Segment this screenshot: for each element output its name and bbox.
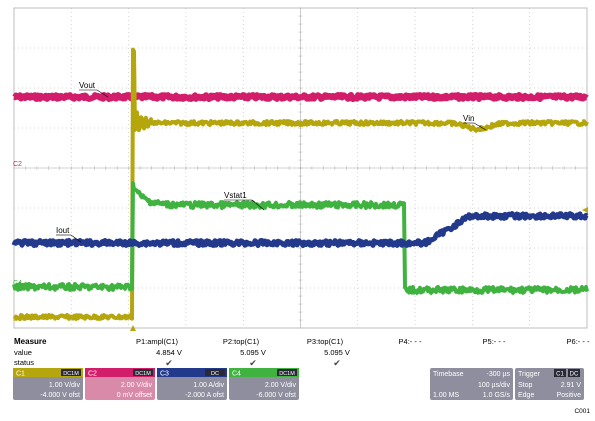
channel-scale: 2.00 V/div [265,382,297,389]
channel-id: C2 [88,371,97,378]
measure-value-label: value [14,348,32,357]
measure-param-5: P5:- - - [483,337,506,346]
waveform-label-vin: Vin [463,114,487,131]
graticule [13,7,588,329]
trigger-level-marker [582,207,588,213]
channel-marker-c3: C3 [13,240,22,247]
measure-param-1: P1:ampl(C1) 4.854 V✔ [136,337,182,368]
measure-param-6: P6:- - - [567,337,590,346]
channel-scale: 1.00 A/div [193,382,224,389]
measure-header: Measure [14,337,47,346]
measure-param-name: P5:- - - [483,337,506,346]
measure-status-label: status [14,358,34,367]
channel-box-c1[interactable]: C1 DC1M 1.00 V/div -4.000 V ofst [13,368,83,400]
figure-id: C001 [574,408,590,415]
channel-offset: 0 mV offset [117,392,152,399]
svg-text:Vstat1: Vstat1 [224,191,247,200]
svg-text:Positive: Positive [556,392,581,399]
svg-text:Vin: Vin [463,114,474,123]
trace-ch2-vout [12,92,589,102]
measure-param-value: 5.095 V [240,348,266,357]
svg-text:1.00 MS: 1.00 MS [433,392,459,399]
channel-marker-c1: C1 [13,316,22,323]
measure-param-status: ✔ [165,358,173,368]
waveform-label-vout: Vout [79,81,109,98]
channel-marker-c4: C4 [13,280,22,287]
channel-id: C1 [16,371,25,378]
channel-coupling: DC [211,371,219,377]
measure-param-value: 5.095 V [324,348,350,357]
waveform-label-vstat: Vstat1 [224,191,265,211]
trigger-source: C1 [556,372,564,378]
svg-text:2.91 V: 2.91 V [561,382,582,389]
measure-param-3: P3:top(C1) 5.095 V✔ [307,337,350,368]
measure-param-name: P6:- - - [567,337,590,346]
channel-coupling: DC1M [279,371,295,377]
channel-id: C3 [160,371,169,378]
measure-param-name: P4:- - - [399,337,422,346]
svg-text:1.0 GS/s: 1.0 GS/s [483,392,511,399]
trace-ch4-vstat [12,181,589,295]
channel-marker-c2: C2 [13,161,22,168]
svg-text:Iout: Iout [56,226,70,235]
channel-coupling: DC1M [63,371,79,377]
channel-id: C4 [232,371,241,378]
measure-table: Measure value status P1:ampl(C1)4.854 V✔… [14,337,590,368]
trace-ch1-vin [12,47,589,321]
waveform-label-iout: Iout [56,226,82,243]
svg-text:Edge: Edge [518,392,534,399]
measure-param-status: ✔ [333,358,341,368]
trigger-coupling: DC [570,372,579,378]
svg-text:-300 µs: -300 µs [487,371,511,378]
channel-box-c4[interactable]: C4 DC1M 2.00 V/div -6.000 V ofst [229,368,299,400]
measure-param-4: P4:- - - [399,337,422,346]
channel-coupling: DC1M [135,371,151,377]
svg-text:Stop: Stop [518,382,533,389]
svg-text:100 µs/div: 100 µs/div [478,382,511,389]
measure-param-value: 4.854 V [156,348,182,357]
measure-param-status: ✔ [249,358,257,368]
trace-ch3-iout [11,211,589,248]
channel-scale: 1.00 V/div [49,382,81,389]
trigger-time-marker [130,325,136,331]
svg-text:Vout: Vout [79,81,96,90]
measure-param-name: P2:top(C1) [223,337,260,346]
measure-param-2: P2:top(C1) 5.095 V✔ [223,337,266,368]
measure-param-name: P3:top(C1) [307,337,344,346]
svg-text:Trigger: Trigger [518,371,541,378]
measure-param-name: P1:ampl(C1) [136,337,179,346]
timebase-box[interactable]: Timebase -300 µs 100 µs/div 1.00 MS 1.0 … [430,368,513,400]
channel-box-c3[interactable]: C3 DC 1.00 A/div -2.000 A ofst [157,368,227,400]
channel-descriptors: C1 DC1M 1.00 V/div -4.000 V ofst C2 DC1M 2.00 … [13,368,299,400]
trigger-box[interactable]: Trigger C1 DC Stop 2.91 V Edge Positive [515,368,584,400]
channel-offset: -2.000 A ofst [185,392,224,399]
channel-box-c2[interactable]: C2 DC1M 2.00 V/div 0 mV offset [85,368,155,400]
svg-text:Timebase: Timebase [433,371,464,378]
channel-offset: -6.000 V ofst [256,392,296,399]
channel-scale: 2.00 V/div [121,382,153,389]
channel-offset: -4.000 V ofst [40,392,80,399]
